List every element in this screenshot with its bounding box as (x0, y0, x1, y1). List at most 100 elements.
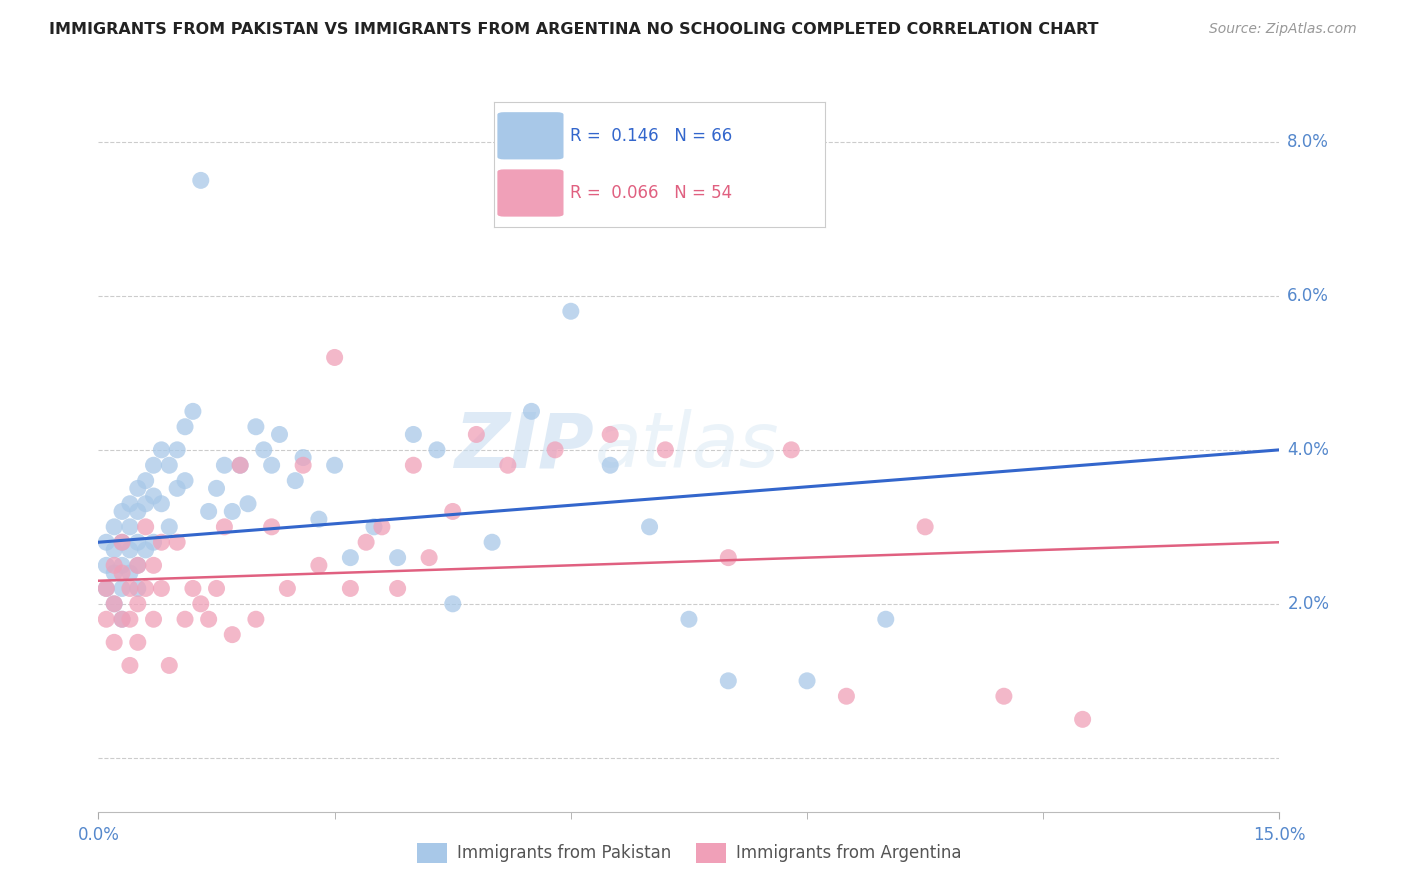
Point (111, 504, 134, 518)
Point (465, 427, 488, 442)
Point (174, 474, 197, 488)
Point (96, 582, 118, 596)
Point (560, 304, 582, 318)
Point (111, 535, 134, 549)
Point (181, 582, 204, 596)
Point (103, 520, 125, 534)
Point (142, 612, 165, 626)
Point (654, 442, 676, 457)
Point (371, 520, 394, 534)
Point (292, 450, 315, 465)
Point (717, 673, 740, 688)
Point (166, 481, 188, 495)
Point (229, 458, 252, 473)
Point (221, 504, 243, 518)
Point (205, 481, 228, 495)
Point (118, 658, 141, 673)
Text: 6.0%: 6.0% (1288, 287, 1329, 305)
Point (118, 582, 141, 596)
Point (260, 458, 283, 473)
Point (181, 404, 204, 418)
Point (127, 582, 149, 596)
Point (127, 597, 149, 611)
Point (103, 597, 125, 611)
Point (111, 612, 134, 626)
Point (135, 543, 157, 558)
Point (496, 458, 519, 473)
Point (229, 458, 252, 473)
Point (135, 497, 157, 511)
Point (127, 635, 149, 649)
Point (402, 458, 425, 473)
Point (339, 550, 361, 565)
Point (118, 612, 141, 626)
Point (166, 535, 188, 549)
Point (96, 582, 118, 596)
Point (354, 535, 377, 549)
Point (103, 543, 125, 558)
Point (150, 535, 173, 549)
Point (197, 612, 219, 626)
Point (118, 543, 141, 558)
Point (292, 458, 315, 473)
Text: IMMIGRANTS FROM PAKISTAN VS IMMIGRANTS FROM ARGENTINA NO SCHOOLING COMPLETED COR: IMMIGRANTS FROM PAKISTAN VS IMMIGRANTS F… (49, 22, 1098, 37)
Point (260, 520, 283, 534)
Point (150, 442, 173, 457)
Point (875, 612, 897, 626)
Point (544, 442, 567, 457)
Point (111, 558, 134, 573)
Point (245, 612, 267, 626)
Point (142, 535, 165, 549)
Point (481, 535, 503, 549)
Point (426, 442, 449, 457)
Point (835, 690, 858, 704)
Point (111, 612, 134, 626)
Point (135, 474, 157, 488)
Point (599, 427, 621, 442)
Point (269, 427, 291, 442)
Point (323, 351, 346, 365)
Point (118, 497, 141, 511)
Point (127, 481, 149, 495)
Point (127, 504, 149, 518)
Point (214, 458, 236, 473)
Point (103, 635, 125, 649)
Point (135, 520, 157, 534)
Point (166, 442, 188, 457)
Point (150, 497, 173, 511)
Point (418, 550, 440, 565)
Point (638, 520, 661, 534)
Point (1071, 712, 1094, 726)
Point (157, 520, 180, 534)
Point (520, 404, 543, 418)
Text: atlas: atlas (595, 409, 779, 483)
Point (142, 458, 165, 473)
Point (111, 582, 134, 596)
Point (103, 558, 125, 573)
Point (780, 442, 803, 457)
Point (284, 474, 307, 488)
Point (363, 520, 385, 534)
Point (96, 612, 118, 626)
Point (993, 690, 1015, 704)
Point (221, 627, 243, 641)
Point (387, 582, 409, 596)
Point (103, 597, 125, 611)
Point (111, 566, 134, 580)
Point (796, 673, 818, 688)
Point (190, 173, 212, 187)
Point (678, 612, 700, 626)
Point (142, 558, 165, 573)
Point (96, 558, 118, 573)
Point (157, 458, 180, 473)
Point (127, 535, 149, 549)
Point (236, 497, 259, 511)
Point (135, 582, 157, 596)
Point (174, 612, 197, 626)
Point (150, 582, 173, 596)
Point (276, 582, 298, 596)
Legend: Immigrants from Pakistan, Immigrants from Argentina: Immigrants from Pakistan, Immigrants fro… (411, 837, 967, 869)
Point (96, 535, 118, 549)
Point (127, 558, 149, 573)
Point (402, 427, 425, 442)
